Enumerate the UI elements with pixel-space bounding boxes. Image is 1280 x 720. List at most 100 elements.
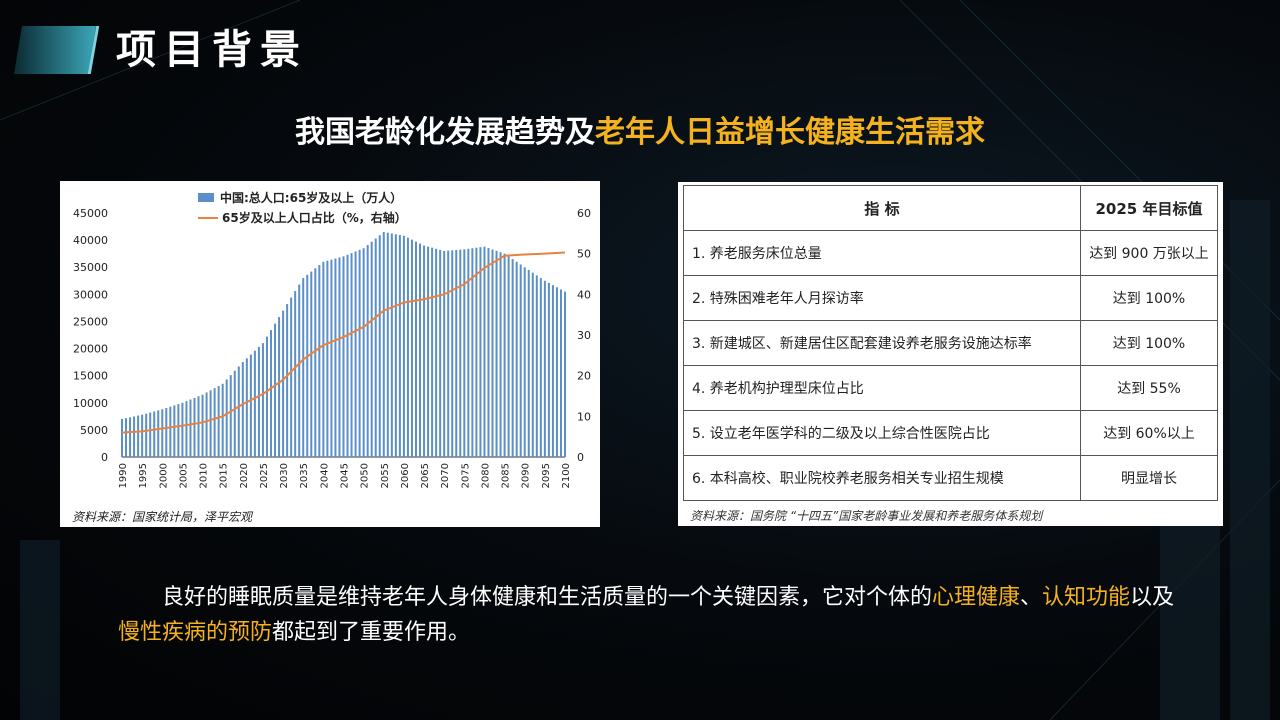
- y-left-tick-label: 25000: [73, 315, 108, 328]
- bar: [350, 253, 353, 457]
- bar: [527, 269, 530, 457]
- bar: [201, 394, 204, 457]
- y-right-tick-label: 50: [577, 248, 591, 261]
- y-left-tick-label: 45000: [73, 207, 108, 220]
- table-cell: 5. 设立老年医学科的二级及以上综合性医院占比: [683, 410, 1081, 456]
- bar: [443, 250, 446, 457]
- bar: [463, 249, 466, 457]
- y-left-tick-label: 30000: [73, 288, 108, 301]
- bar: [366, 244, 369, 457]
- bar: [471, 248, 474, 457]
- bar: [455, 249, 458, 457]
- bar: [237, 366, 240, 457]
- policy-table: 指 标 2025 年目标值 1. 养老服务床位总量 达到 900 万张以上 2. …: [683, 185, 1218, 501]
- bar: [245, 358, 248, 457]
- bar: [121, 419, 123, 457]
- x-tick-label: 2050: [360, 463, 371, 488]
- table-cell: 达到 55%: [1080, 365, 1218, 411]
- bar: [511, 259, 514, 457]
- bar: [197, 396, 200, 457]
- bar: [330, 259, 333, 457]
- bar: [427, 246, 430, 457]
- bar: [507, 256, 510, 457]
- bar: [406, 237, 409, 457]
- table-header-target: 2025 年目标值: [1080, 185, 1218, 231]
- bar: [467, 248, 470, 457]
- bar: [177, 404, 180, 457]
- bar: [241, 362, 244, 457]
- bar: [342, 256, 345, 457]
- table-cell: 6. 本科高校、职业院校养老服务相关专业招生规模: [683, 455, 1081, 501]
- page-title: 项目背景: [116, 27, 308, 73]
- bar: [217, 385, 220, 457]
- bar: [302, 278, 305, 457]
- bar: [419, 243, 422, 457]
- x-tick-label: 2095: [541, 463, 552, 488]
- bar: [386, 232, 389, 457]
- bar: [193, 397, 196, 457]
- x-tick-label: 2040: [319, 463, 330, 488]
- bar: [161, 409, 164, 457]
- bar: [483, 246, 486, 457]
- bar: [503, 253, 506, 457]
- bar: [423, 245, 426, 457]
- bar: [129, 417, 132, 457]
- table-header-indicator: 指 标: [683, 185, 1081, 231]
- table-cell: 达到 60%以上: [1080, 410, 1218, 456]
- bar: [398, 235, 401, 457]
- ratio-line: [121, 251, 566, 434]
- bar: [414, 241, 417, 457]
- bar: [354, 251, 357, 457]
- bar: [225, 379, 228, 457]
- x-tick-label: 2030: [279, 463, 290, 488]
- x-tick-label: 2080: [480, 463, 491, 488]
- bar: [555, 287, 558, 457]
- legend-label-ratio: 65岁及以上人口占比（%，右轴）: [222, 210, 407, 225]
- bar: [233, 370, 236, 457]
- y-left-tick-label: 40000: [73, 234, 108, 247]
- x-tick-label: 2100: [561, 463, 572, 488]
- table-row: 5. 设立老年医学科的二级及以上综合性医院占比 达到 60%以上: [683, 410, 1218, 456]
- bar: [270, 330, 273, 457]
- bar: [205, 392, 208, 457]
- body-text-3: 以及: [1130, 585, 1175, 610]
- bar: [322, 261, 325, 457]
- bar: [491, 249, 494, 457]
- bar: [479, 247, 482, 457]
- bar: [278, 317, 281, 457]
- bar: [326, 260, 329, 457]
- bar: [181, 402, 184, 457]
- y-left-tick-label: 20000: [73, 343, 108, 356]
- bar: [290, 297, 293, 457]
- bar: [169, 406, 172, 457]
- bar: [133, 416, 136, 457]
- table-row: 6. 本科高校、职业院校养老服务相关专业招生规模 明显增长: [683, 455, 1218, 501]
- y-right-tick-label: 0: [577, 451, 584, 464]
- bar: [221, 383, 224, 457]
- chart-canvas: 0500010000150002000025000300003500040000…: [73, 190, 591, 488]
- bar: [362, 248, 365, 457]
- bar: [358, 249, 361, 457]
- subtitle-part2: 老年人日益增长健康生活需求: [595, 115, 985, 150]
- bar: [410, 239, 413, 457]
- x-tick-label: 2020: [239, 463, 250, 488]
- highlight-mental-health: 心理健康: [932, 585, 1021, 610]
- y-right-tick-label: 10: [577, 410, 591, 423]
- table-cell: 达到 100%: [1080, 275, 1218, 321]
- subtitle-part1: 我国老龄化发展趋势及: [295, 115, 595, 150]
- bar: [334, 258, 337, 457]
- y-right-tick-label: 20: [577, 370, 591, 383]
- bar: [390, 233, 393, 457]
- bar: [499, 252, 502, 457]
- body-text-1: 良好的睡眠质量是维持老年人身体健康和生活质量的一个关键因素，它对个体的: [162, 585, 933, 610]
- bar: [189, 399, 192, 457]
- policy-table-panel: 指 标 2025 年目标值 1. 养老服务床位总量 达到 900 万张以上 2. …: [678, 182, 1223, 526]
- bar: [543, 280, 546, 457]
- bar: [515, 261, 518, 457]
- bar: [253, 350, 256, 457]
- bar: [519, 264, 522, 457]
- bar: [314, 268, 317, 457]
- x-tick-label: 2010: [199, 463, 210, 488]
- table-cell: 4. 养老机构护理型床位占比: [683, 365, 1081, 411]
- bar: [173, 405, 176, 457]
